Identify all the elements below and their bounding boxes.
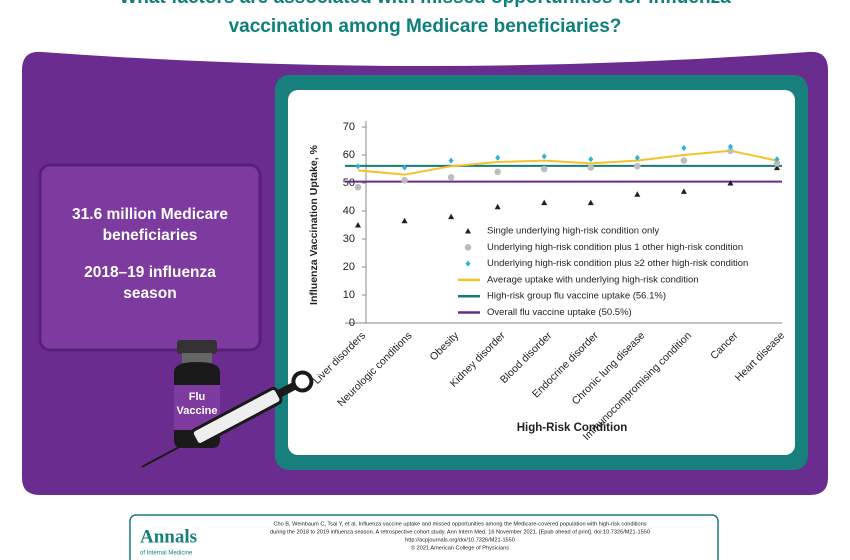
legend-label: Underlying high-risk condition plus ≥2 o…	[487, 258, 748, 269]
diamond-marker	[727, 143, 733, 150]
diamond-marker	[495, 154, 501, 161]
diamond-marker	[588, 156, 594, 163]
title: What factors are associated with missed …	[119, 0, 731, 37]
y-tick-label: 10	[343, 289, 355, 301]
diamond-marker	[681, 145, 687, 151]
citation: © 2021 American College of Physicians	[411, 544, 509, 551]
sidebar-text: beneficiaries	[103, 227, 198, 244]
triangle-marker	[448, 213, 455, 220]
legend-label: Overall flu vaccine uptake (50.5%)	[487, 307, 632, 318]
journal-sub: of Internal Medicine	[140, 551, 193, 557]
circle-marker	[634, 162, 641, 170]
y-tick-label: 40	[343, 205, 355, 217]
legend-label: Average uptake with underlying high-risk…	[487, 274, 699, 285]
triangle-marker	[494, 203, 501, 210]
vial-label: Flu	[189, 391, 206, 403]
sidebar-box	[38, 163, 262, 352]
y-axis-label: Influenza Vaccination Uptake, %	[308, 144, 320, 305]
citation: http://acpjournals.org/doi/10.7326/M21-1…	[405, 537, 515, 543]
title-line: vaccination among Medicare beneficiaries…	[229, 16, 622, 37]
circle-marker	[540, 165, 548, 173]
footer-box	[129, 514, 719, 560]
triangle-marker	[541, 199, 548, 206]
triangle-marker	[680, 188, 687, 194]
vial-graphic: Flu Vaccine	[141, 340, 314, 468]
average-line	[357, 149, 778, 176]
triangle-marker	[774, 164, 780, 171]
triangle-marker	[634, 191, 641, 197]
circle-marker	[447, 174, 455, 181]
y-tick-label: 50	[343, 177, 355, 189]
diamond-marker	[402, 164, 408, 171]
diamond-marker	[541, 153, 547, 160]
legend-swatch	[465, 228, 471, 234]
triangle-marker	[587, 199, 594, 206]
circle-marker	[727, 147, 734, 155]
journal-logo: Annals	[140, 526, 197, 547]
legend-swatch	[464, 244, 472, 251]
citation: during the 2018 to 2019 influenza season…	[270, 529, 650, 535]
diamond-marker	[355, 163, 361, 170]
circle-marker	[354, 183, 362, 191]
title-line: What factors are associated with missed …	[119, 0, 731, 8]
sidebar-text: season	[123, 285, 176, 302]
diamond-marker	[774, 156, 780, 163]
circle-marker	[587, 164, 595, 171]
sidebar-text: 31.6 million Medicare	[72, 206, 228, 223]
x-axis-label: High-Risk Condition	[517, 422, 628, 434]
triangle-marker	[727, 180, 734, 186]
y-tick-label: 0	[349, 317, 355, 329]
legend-label: Underlying high-risk condition plus 1 ot…	[487, 242, 743, 253]
triangle-marker	[401, 217, 408, 224]
triangle-marker	[355, 222, 361, 228]
y-tick-label: 20	[343, 261, 355, 273]
y-tick-label: 60	[343, 149, 355, 161]
chart-panel	[288, 90, 795, 455]
legend-label: Single underlying high-risk condition on…	[487, 226, 659, 237]
legend-swatch	[465, 260, 471, 267]
y-tick-label: 70	[343, 121, 355, 133]
circle-marker	[494, 168, 501, 176]
circle-marker	[773, 160, 781, 167]
vial-label: Vaccine	[177, 405, 218, 417]
legend-label: High-risk group flu vaccine uptake (56.1…	[487, 291, 666, 302]
y-tick-label: 30	[343, 233, 355, 245]
circle-marker	[401, 176, 408, 184]
circle-marker	[680, 157, 688, 164]
sidebar-text: 2018–19 influenza	[84, 264, 216, 281]
citation: Cho B, Weinbaum C, Tsai Y, et al. Influe…	[273, 521, 646, 527]
diamond-marker	[448, 157, 454, 164]
diamond-marker	[634, 154, 640, 161]
